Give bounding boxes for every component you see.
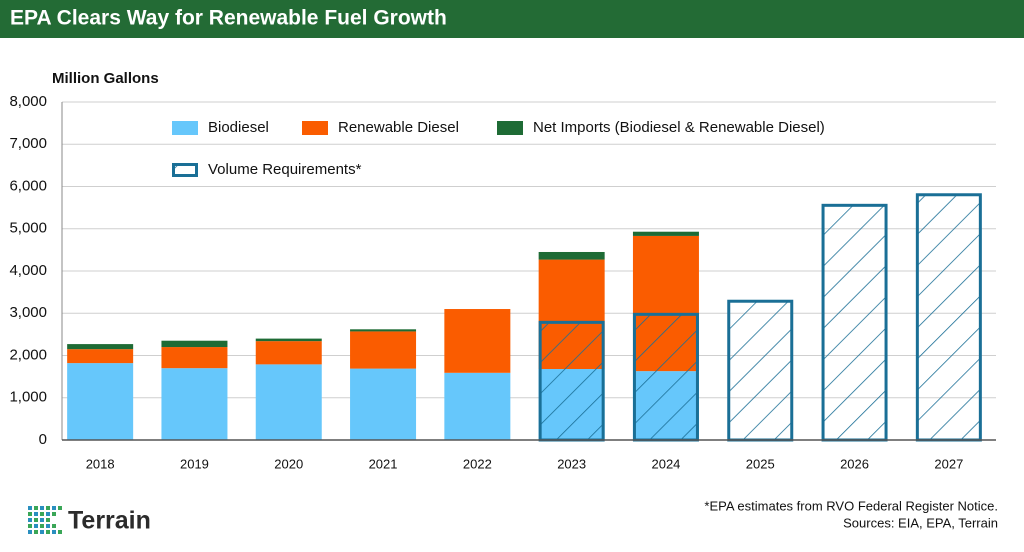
x-tick-label: 2020 xyxy=(274,456,303,471)
y-tick-label: 3,000 xyxy=(9,304,47,321)
legend-swatch xyxy=(302,121,328,135)
volume-requirement-bar xyxy=(538,320,605,442)
legend-label: Net Imports (Biodiesel & Renewable Diese… xyxy=(533,119,825,136)
x-tick-label: 2023 xyxy=(557,456,586,471)
source-note: Sources: EIA, EPA, Terrain xyxy=(843,515,998,530)
volume-requirement-bar xyxy=(632,312,699,442)
bar-segment xyxy=(255,341,322,365)
bar-segment xyxy=(538,251,605,260)
logo-text: Terrain xyxy=(68,507,151,535)
bar-segment xyxy=(67,349,134,364)
x-tick-label: 2026 xyxy=(840,456,869,471)
legend-swatch xyxy=(172,163,198,177)
x-tick-label: 2027 xyxy=(934,456,963,471)
legend-label: Volume Requirements* xyxy=(208,161,362,178)
bar-segment xyxy=(161,347,228,369)
bar-segment xyxy=(161,368,228,440)
y-tick-label: 2,000 xyxy=(9,346,47,363)
bar-segment xyxy=(632,231,699,236)
x-tick-label: 2022 xyxy=(463,456,492,471)
bar-segment xyxy=(67,344,134,350)
footnote: *EPA estimates from RVO Federal Register… xyxy=(704,498,998,513)
bar-segment xyxy=(444,372,511,440)
header-bar xyxy=(0,0,1024,38)
y-tick-label: 4,000 xyxy=(9,262,47,279)
volume-requirement-bar xyxy=(821,203,888,442)
bar-segment xyxy=(350,329,417,332)
x-tick-label: 2025 xyxy=(746,456,775,471)
y-tick-label: 7,000 xyxy=(9,135,47,152)
x-tick-label: 2024 xyxy=(651,456,680,471)
bar-segment xyxy=(161,340,228,348)
legend-swatch xyxy=(497,121,523,135)
bar-segment xyxy=(255,364,322,440)
y-tick-label: 8,000 xyxy=(9,93,47,110)
y-tick-label: 6,000 xyxy=(9,177,47,194)
x-tick-label: 2019 xyxy=(180,456,209,471)
bar-segment xyxy=(350,368,417,440)
volume-requirement-bar xyxy=(915,193,982,442)
legend-label: Renewable Diesel xyxy=(338,119,459,136)
y-tick-label: 0 xyxy=(39,431,47,448)
bar-segment xyxy=(444,309,511,373)
legend-swatch xyxy=(172,121,198,135)
x-tick-label: 2018 xyxy=(86,456,115,471)
x-tick-label: 2021 xyxy=(369,456,398,471)
bar-segment xyxy=(67,363,134,440)
logo-dots xyxy=(28,506,62,534)
bar-segment xyxy=(350,331,417,369)
y-tick-label: 5,000 xyxy=(9,220,47,237)
y-axis-label: Million Gallons xyxy=(52,70,159,87)
legend-label: Biodiesel xyxy=(208,119,269,136)
volume-requirement-bar xyxy=(727,299,794,442)
chart-title: EPA Clears Way for Renewable Fuel Growth xyxy=(10,7,447,30)
bar-segment xyxy=(255,338,322,342)
y-tick-label: 1,000 xyxy=(9,389,47,406)
